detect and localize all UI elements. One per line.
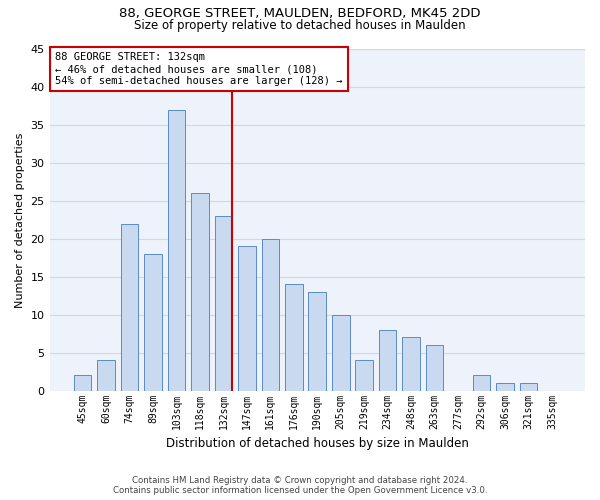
Bar (496, 383, 514, 390)
Bar (379, 330, 397, 390)
Bar (285, 284, 302, 391)
Bar (355, 360, 373, 390)
Bar (97, 360, 115, 390)
Text: Contains HM Land Registry data © Crown copyright and database right 2024.
Contai: Contains HM Land Registry data © Crown c… (113, 476, 487, 495)
Bar (473, 376, 490, 390)
Bar (332, 314, 350, 390)
Bar (121, 224, 139, 390)
Text: 88, GEORGE STREET, MAULDEN, BEDFORD, MK45 2DD: 88, GEORGE STREET, MAULDEN, BEDFORD, MK4… (119, 8, 481, 20)
Text: Size of property relative to detached houses in Maulden: Size of property relative to detached ho… (134, 18, 466, 32)
Bar (403, 338, 420, 390)
Bar (74, 376, 91, 390)
X-axis label: Distribution of detached houses by size in Maulden: Distribution of detached houses by size … (166, 437, 469, 450)
Bar (168, 110, 185, 390)
Bar (520, 383, 537, 390)
Bar (262, 239, 279, 390)
Text: 88 GEORGE STREET: 132sqm
← 46% of detached houses are smaller (108)
54% of semi-: 88 GEORGE STREET: 132sqm ← 46% of detach… (55, 52, 343, 86)
Bar (238, 246, 256, 390)
Bar (215, 216, 232, 390)
Y-axis label: Number of detached properties: Number of detached properties (15, 132, 25, 308)
Bar (191, 193, 209, 390)
Bar (144, 254, 162, 390)
Bar (426, 345, 443, 391)
Bar (308, 292, 326, 390)
